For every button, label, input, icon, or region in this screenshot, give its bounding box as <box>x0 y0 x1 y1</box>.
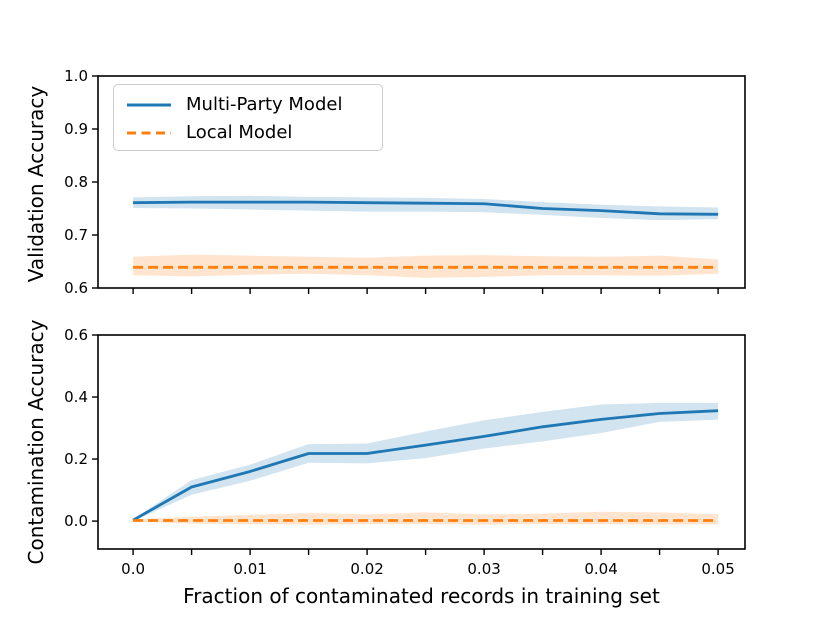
y-tick-label: 0.2 <box>64 450 88 468</box>
x-axis-label: Fraction of contaminated records in trai… <box>183 584 660 608</box>
legend-line-dashed-icon <box>127 131 171 134</box>
y-tick-label: 0.4 <box>64 388 88 406</box>
x-tick-label: 0.04 <box>584 560 617 578</box>
plot-spines <box>97 334 746 550</box>
legend-item-local: Local Model <box>126 122 370 143</box>
validation-accuracy-plot: 0.6 0.7 0.8 0.9 1.0 <box>64 67 746 297</box>
x-tick-label: 0.05 <box>701 560 734 578</box>
confidence-band-local <box>133 511 719 525</box>
y-tick-label: 0.8 <box>64 173 88 191</box>
legend-label-multi-party: Multi-Party Model <box>186 94 343 115</box>
confidence-band-multi-party <box>133 402 719 522</box>
y-tick-label: 0.6 <box>64 326 88 344</box>
legend: Multi-Party Model Local Model <box>113 84 383 151</box>
y-axis-label-validation: Validation Accuracy <box>24 85 48 283</box>
y-tick-label: 0.9 <box>64 120 88 138</box>
legend-item-multi-party: Multi-Party Model <box>126 94 370 115</box>
x-tick-label: 0.03 <box>467 560 500 578</box>
legend-label-local: Local Model <box>186 122 293 143</box>
y-tick-label: 1.0 <box>64 67 88 85</box>
series-line-multi-party <box>132 409 719 522</box>
contamination-accuracy-plot: 0.0 0.01 0.02 0.03 0.04 0.05 0.0 0.2 0.4 0.6 <box>64 326 746 578</box>
y-axis-label-contamination: Contamination Accuracy <box>24 319 48 565</box>
y-tick-label: 0.6 <box>64 279 88 297</box>
y-tick-label: 0.0 <box>64 512 88 530</box>
x-tick-label: 0.0 <box>121 560 145 578</box>
confidence-band-multi-party <box>133 195 719 221</box>
y-tick-label: 0.7 <box>64 226 88 244</box>
legend-line-solid-icon <box>127 103 171 106</box>
series-line-multi-party <box>133 200 719 216</box>
x-tick-label: 0.01 <box>233 560 266 578</box>
x-tick-label: 0.02 <box>350 560 383 578</box>
